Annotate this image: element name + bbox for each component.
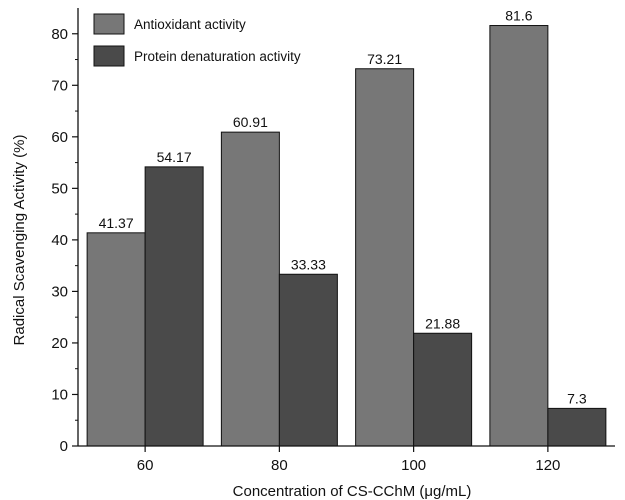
bar-series1-60 [86, 232, 146, 447]
y-tick-label-50: 50 [51, 180, 68, 197]
legend-swatch-series1 [93, 13, 125, 35]
bar-series2-60 [144, 166, 204, 447]
bar-series2-80 [278, 273, 338, 447]
x-tick-label-120: 120 [535, 457, 560, 474]
y-tick-label-70: 70 [51, 77, 68, 94]
y-axis-title: Radical Scavenging Activity (%) [11, 135, 28, 346]
legend-label-series2: Protein denaturation activity [134, 49, 301, 64]
data-label-series2-80: 33.33 [291, 256, 326, 272]
y-tick-label-20: 20 [51, 335, 68, 352]
bars-layer [86, 25, 607, 447]
legend: Antioxidant activity Protein denaturation… [93, 13, 301, 67]
axes-layer: 0 10 20 30 40 50 60 70 80 60 80 100 120 [51, 8, 615, 474]
data-label-series2-100: 21.88 [425, 315, 460, 331]
x-tick-label-60: 60 [137, 457, 154, 474]
x-axis-title: Concentration of CS-CChM (μg/mL) [233, 483, 472, 500]
y-tick-label-80: 80 [51, 26, 68, 43]
data-label-series1-60: 41.37 [99, 215, 134, 231]
bar-series2-100 [413, 332, 473, 447]
y-tick-label-60: 60 [51, 129, 68, 146]
y-tick-label-40: 40 [51, 232, 68, 249]
bar-series1-120 [489, 25, 549, 447]
data-label-series1-80: 60.91 [233, 114, 268, 130]
bar-series1-80 [220, 131, 280, 447]
x-tick-label-100: 100 [401, 457, 426, 474]
data-label-series2-60: 54.17 [157, 149, 192, 165]
y-tick-label-10: 10 [51, 386, 68, 403]
data-label-series2-120: 7.3 [567, 390, 587, 406]
legend-label-series1: Antioxidant activity [134, 17, 246, 32]
data-label-series1-120: 81.6 [505, 8, 532, 24]
y-tick-label-30: 30 [51, 283, 68, 300]
y-tick-label-0: 0 [60, 438, 68, 455]
bar-series2-120 [547, 407, 607, 447]
legend-swatch-series2 [93, 45, 125, 67]
data-labels-layer: 41.37 54.17 60.91 33.33 73.21 21.88 81.6 7.3 [99, 8, 587, 407]
bar-series1-100 [355, 68, 415, 447]
x-tick-label-80: 80 [271, 457, 288, 474]
data-label-series1-100: 73.21 [367, 51, 402, 67]
